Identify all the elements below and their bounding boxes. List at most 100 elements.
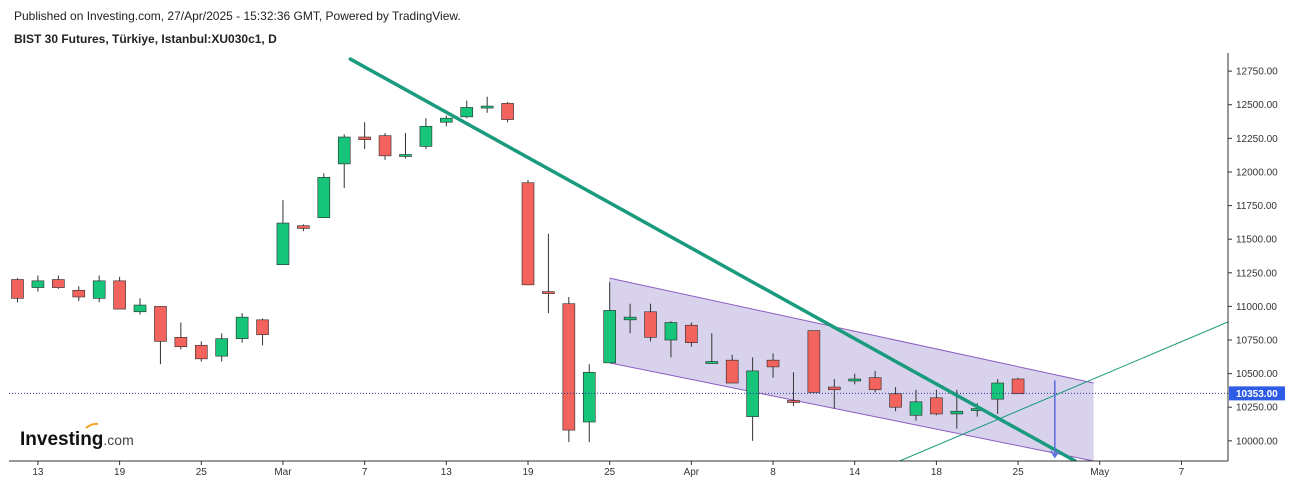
downtrend-line[interactable]: [348, 57, 1078, 461]
candle: [787, 372, 800, 406]
channel-lower-line[interactable]: [609, 362, 1094, 461]
x-tick-label: 18: [931, 467, 943, 478]
candle: [664, 321, 678, 358]
candle: [725, 354, 739, 384]
channel-upper-line[interactable]: [609, 277, 1094, 384]
candle: [317, 173, 331, 218]
candle: [930, 389, 943, 416]
candle-down-body: [378, 135, 392, 157]
candle: [480, 96, 494, 113]
candle: [133, 298, 147, 315]
x-tick-label: May: [1090, 467, 1109, 478]
candle-down-body: [297, 225, 310, 229]
x-tick-label: 13: [441, 467, 453, 478]
instrument-title: BIST 30 Futures, Türkiye, Istanbul:XU030…: [14, 32, 277, 46]
candles: [11, 96, 1025, 443]
candle-up-body: [746, 370, 759, 417]
candle-down-body: [113, 280, 126, 310]
candle-up-body: [317, 177, 331, 218]
candle: [399, 132, 412, 159]
candle-up-body: [276, 222, 290, 266]
candle: [378, 132, 392, 160]
y-tick-label: 10000.00: [1236, 436, 1278, 447]
candle: [194, 341, 208, 362]
candle-up-body: [603, 310, 616, 364]
candle-up-body: [235, 316, 249, 339]
current-price-badge: [1229, 386, 1285, 401]
candle: [72, 286, 86, 302]
candle: [991, 378, 1004, 414]
candle: [889, 387, 902, 412]
y-tick-label: 11500.00: [1236, 235, 1277, 246]
candle: [868, 370, 882, 393]
candle-down-body: [827, 386, 841, 391]
x-tick-label: 8: [770, 467, 776, 478]
candle-up-body: [848, 378, 862, 382]
logo-suffix: .com: [103, 432, 133, 448]
regression-channel[interactable]: [609, 277, 1094, 461]
candle-up-body: [705, 361, 719, 364]
axes: 10000.00 10250.00 10500.00 10750.00 11000.00…: [9, 53, 1285, 478]
candle-up-body: [582, 371, 596, 423]
candle-up-body: [909, 401, 923, 416]
candle-down-body: [358, 136, 371, 140]
candle-up-body: [664, 322, 678, 341]
candle: [113, 276, 126, 310]
y-tick-label: 11250.00: [1236, 268, 1277, 279]
candle-up-body: [991, 382, 1004, 400]
candle: [276, 200, 290, 266]
candle: [358, 122, 371, 150]
y-tick-label: 10250.00: [1236, 403, 1278, 414]
candle-down-body: [644, 311, 657, 338]
arrow-head-icon: [1050, 450, 1060, 459]
candle: [848, 373, 862, 385]
y-tick-label: 11000.00: [1236, 302, 1277, 313]
candle: [705, 333, 719, 364]
candle-up-body: [337, 136, 351, 165]
candle-down-body: [685, 324, 698, 343]
candle-down-body: [1011, 378, 1025, 395]
svg-text:Investing.com: Investing.com: [20, 429, 134, 450]
y-tick-label: 12250.00: [1236, 134, 1278, 145]
candle: [52, 275, 65, 289]
y-tick-label: 10500.00: [1236, 369, 1278, 380]
channel-fill[interactable]: [609, 278, 1094, 461]
x-tick-label: 25: [1013, 467, 1025, 478]
candle: [154, 306, 167, 365]
candle: [603, 282, 616, 364]
y-tick-label: 12000.00: [1236, 167, 1278, 178]
candle-down-body: [194, 345, 208, 360]
x-tick-label: 19: [522, 467, 534, 478]
support-line[interactable]: [899, 313, 1249, 461]
candle: [909, 389, 923, 421]
candle-down-body: [766, 359, 780, 368]
candle-up-body: [480, 105, 494, 109]
candle: [11, 278, 24, 303]
candle-down-body: [256, 319, 269, 335]
drawn-lines[interactable]: [9, 57, 1249, 461]
current-price-label: 10353.00: [1236, 389, 1278, 400]
x-tick-label: 19: [114, 467, 126, 478]
x-tick-label: 25: [196, 467, 208, 478]
candle: [460, 100, 474, 119]
candle: [92, 275, 106, 303]
y-tick-label: 12750.00: [1236, 67, 1278, 78]
candle-down-body: [807, 330, 821, 393]
candle-down-body: [787, 400, 800, 403]
logo-swoosh-icon: [85, 422, 99, 429]
candle-down-body: [154, 306, 167, 342]
candle-up-body: [419, 125, 433, 147]
candle: [297, 224, 310, 232]
logo-brand: Investing: [20, 429, 103, 450]
candle-down-body: [52, 279, 65, 288]
investing-logo: Investing.com: [20, 422, 134, 450]
candle-up-body: [623, 316, 637, 321]
candle-up-body: [133, 304, 147, 313]
y-tick-label: 12500.00: [1236, 100, 1278, 111]
candle: [337, 134, 351, 189]
candle: [215, 333, 228, 362]
candle: [235, 313, 249, 343]
published-info: Published on Investing.com, 27/Apr/2025 …: [14, 9, 461, 23]
candle: [521, 180, 535, 286]
